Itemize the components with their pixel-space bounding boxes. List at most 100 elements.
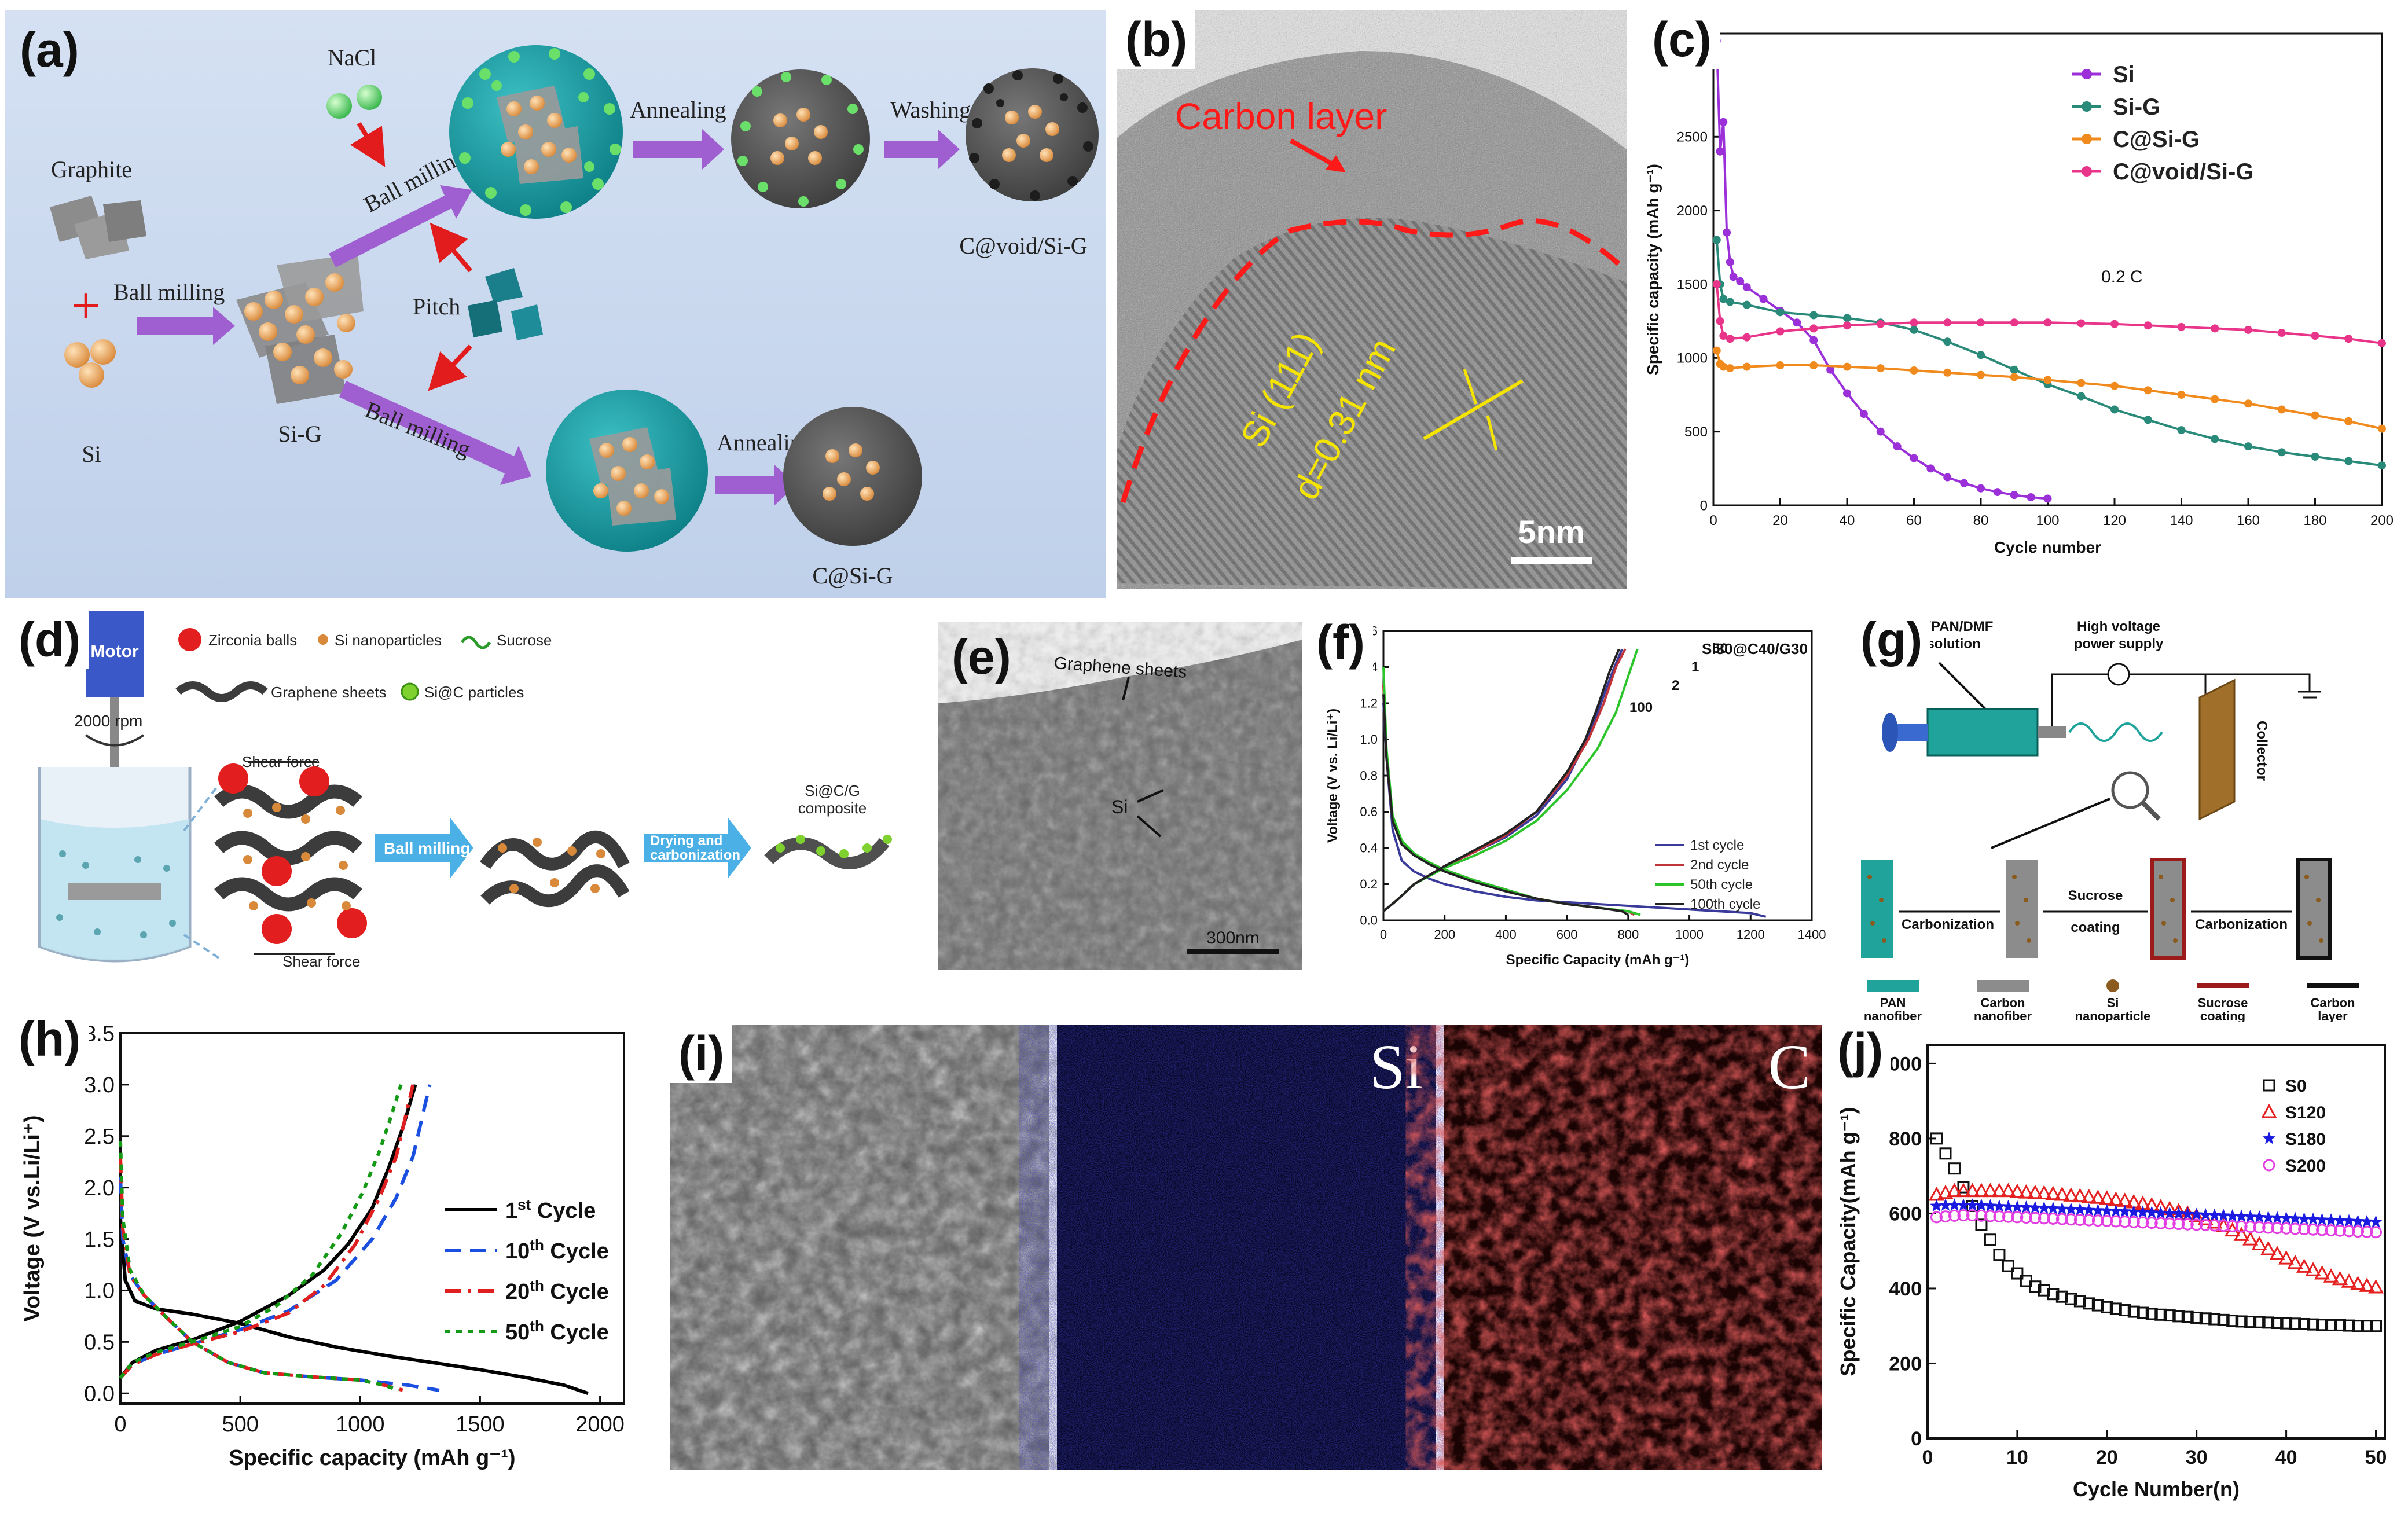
data-point-2: [2110, 381, 2119, 390]
panel-a-scheme: Graphite + Si Ball milling: [5, 10, 1106, 598]
data-point-1: [2045, 1185, 2061, 1200]
data-point-2: [2010, 373, 2018, 381]
plus-sign: +: [71, 277, 101, 335]
legend-label-2: 20th Cycle: [505, 1277, 609, 1304]
data-point-0: [2352, 1320, 2365, 1332]
legend-si-marker: [318, 634, 328, 645]
data-point-0: [1793, 318, 1801, 327]
data-point-2: [2315, 1213, 2329, 1226]
data-point-3: [1809, 324, 1818, 333]
x-tick-label: 0: [114, 1412, 126, 1437]
data-point-1: [1719, 295, 1728, 303]
data-point-3: [1993, 1210, 2006, 1223]
data-point-3: [2047, 1212, 2060, 1225]
data-point-1: [2189, 1207, 2205, 1222]
data-point-1: [1946, 1183, 1963, 1198]
data-point-2: [1843, 362, 1851, 371]
panel-h-label: (h): [10, 1010, 89, 1069]
magnifier-icon: [2111, 771, 2149, 809]
data-point-0: [2145, 1308, 2158, 1320]
data-point-3: [1957, 1209, 1970, 1222]
charge-curve-2: [119, 1084, 415, 1379]
data-point-0: [1719, 118, 1728, 126]
y-tick-label: 600: [1889, 1203, 1922, 1225]
data-point-3: [1948, 1209, 1961, 1222]
data-point-0: [2109, 1302, 2122, 1315]
data-point-3: [2038, 1212, 2050, 1225]
legend-label-2: 50th cycle: [1690, 877, 1753, 893]
data-point-0: [1843, 389, 1851, 398]
discharge-curve-2: [1382, 667, 1641, 916]
data-point-0: [2199, 1312, 2212, 1325]
data-point-1: [2332, 1271, 2348, 1286]
panel-b: Carbon layer Si (111) d=0.31 nm 5nm (b): [1117, 10, 1627, 589]
chart-title: Si30@C40/G30: [1702, 640, 1808, 658]
motor-label: Motor: [90, 642, 139, 661]
cycling-chart-c: 0 20 40 60 80 100 120 140 160 180 2000500100015002…: [1644, 32, 2394, 556]
data-point-3: [2137, 1216, 2149, 1229]
data-point-1: [1955, 1183, 1972, 1198]
graphite-flakes: [50, 196, 146, 259]
data-point-0: [1716, 147, 1724, 156]
data-point-2: [2143, 386, 2152, 395]
legend-label-1: Si-G: [2113, 94, 2160, 120]
data-point-3: [2002, 1210, 2014, 1223]
data-point-2: [2177, 390, 2186, 399]
data-point-3: [1876, 320, 1885, 328]
data-point-2: [2163, 1206, 2176, 1220]
data-point-2: [2262, 1210, 2275, 1224]
fiber-sucrose: [2150, 858, 2186, 960]
data-point-0: [1736, 277, 1745, 285]
y-tick-label: 3.5: [84, 1022, 115, 1046]
data-point-2: [1726, 364, 1734, 373]
legend-swatch-0: [1867, 980, 1919, 992]
carbon-layer-arrow: [1290, 138, 1338, 169]
graphite-label: Graphite: [51, 156, 132, 182]
data-point-0: [2263, 1079, 2275, 1092]
scale-bar: [1511, 557, 1592, 564]
data-point-1: [2018, 1184, 2034, 1199]
discharge-curve-0: [119, 1218, 589, 1396]
legend-sic-label: Si@C particles: [424, 684, 524, 701]
data-point-2: [2043, 376, 2052, 384]
data-point-3: [2177, 322, 2186, 331]
plot-frame: [1926, 1044, 2386, 1440]
x-tick-label: 1000: [336, 1412, 385, 1437]
panel-e-label: (e): [952, 630, 1011, 684]
y-tick-label: 0: [1700, 498, 1708, 513]
panel-g-label: (g): [1852, 611, 1931, 669]
data-point-2: [2109, 1204, 2123, 1217]
data-point-1: [2081, 1188, 2097, 1203]
data-point-1: [2261, 1103, 2277, 1118]
data-point-2: [2324, 1213, 2338, 1226]
data-point-2: [1966, 1198, 1979, 1211]
syringe-cap: [1882, 713, 1898, 752]
data-point-2: [2172, 1207, 2186, 1220]
data-point-0: [2244, 1316, 2257, 1328]
data-point-0: [2154, 1308, 2167, 1321]
voltage-chart-f: 0 200 400 600 800 1000 1200 1400 0.0 0.2 0.4 0.6 0.8…: [1325, 624, 1826, 968]
legend-label-3: 50th Cycle: [505, 1317, 609, 1345]
legend-marker-0: [2082, 69, 2092, 79]
data-point-3: [2235, 1220, 2248, 1233]
x-tick-label: 40: [1840, 513, 1855, 528]
data-point-2: [2277, 405, 2286, 414]
data-point-2: [2344, 417, 2353, 425]
data-point-0: [1926, 464, 1935, 473]
legend-label-0: 1st Cycle: [505, 1196, 596, 1223]
legend-graphene-marker: [175, 681, 268, 702]
data-point-0: [2073, 1295, 2086, 1308]
data-point-3: [2119, 1216, 2131, 1228]
x-tick-label: 160: [2237, 513, 2260, 528]
legend-label-0: Si: [2113, 62, 2135, 87]
data-point-1: [2072, 1188, 2088, 1203]
data-point-3: [1930, 1211, 1943, 1224]
data-point-1: [2367, 1279, 2384, 1294]
data-point-1: [2277, 448, 2286, 457]
y-axis-label: Voltage (V vs.Li/Li⁺): [20, 1115, 45, 1321]
legend-label-1: S120: [2285, 1103, 2326, 1122]
data-point-1: [2287, 1254, 2303, 1269]
y-tick-label: 0.2: [1360, 877, 1378, 891]
y-tick-label: 0.6: [1360, 805, 1378, 819]
data-point-2: [2244, 1210, 2258, 1222]
